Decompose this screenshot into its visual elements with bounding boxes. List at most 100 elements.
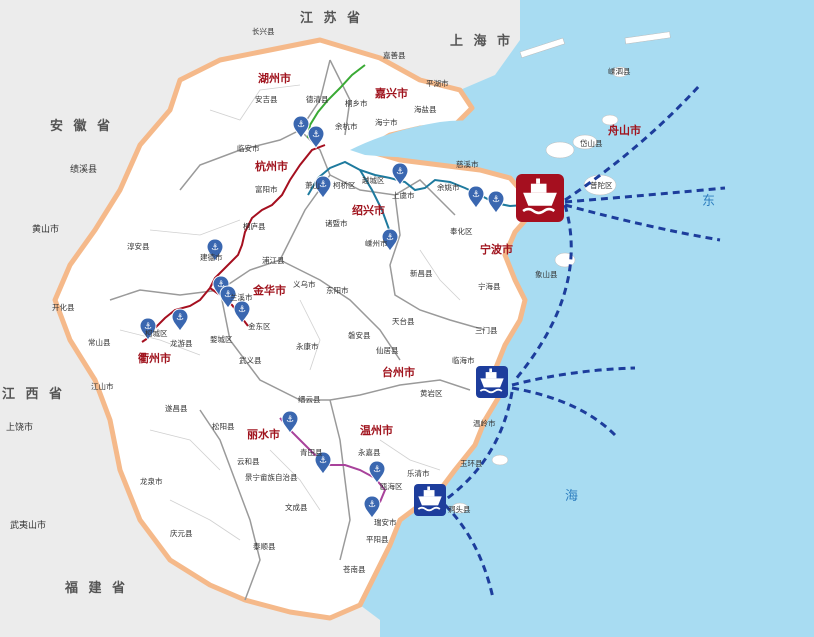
svg-text:龙泉市: 龙泉市 bbox=[140, 476, 163, 486]
svg-text:慈溪市: 慈溪市 bbox=[456, 159, 479, 169]
label-anhui: 安 徽 省 bbox=[50, 118, 113, 134]
svg-text:常山县: 常山县 bbox=[88, 337, 111, 347]
svg-text:绩溪县: 绩溪县 bbox=[70, 163, 97, 175]
svg-text:余杭市: 余杭市 bbox=[335, 121, 358, 131]
svg-text:龙游县: 龙游县 bbox=[170, 338, 193, 348]
svg-text:仙居县: 仙居县 bbox=[376, 345, 399, 355]
county-labels: 长兴县 安吉县 德清县 嘉善县 平湖市 桐乡市 海宁市 海盐县 余杭市 临安市 … bbox=[52, 26, 631, 574]
svg-text:桐乡市: 桐乡市 bbox=[345, 98, 368, 108]
svg-text:黄岩区: 黄岩区 bbox=[420, 388, 443, 398]
svg-text:文成县: 文成县 bbox=[285, 502, 308, 512]
svg-text:上饶市: 上饶市 bbox=[6, 421, 33, 433]
svg-text:洞头县: 洞头县 bbox=[448, 504, 471, 514]
svg-text:兰溪市: 兰溪市 bbox=[230, 292, 253, 302]
svg-text:武夷山市: 武夷山市 bbox=[10, 519, 46, 531]
svg-text:遂昌县: 遂昌县 bbox=[165, 403, 188, 413]
label-fujian: 福 建 省 bbox=[64, 580, 128, 596]
svg-text:平湖市: 平湖市 bbox=[426, 78, 449, 88]
svg-text:浦江县: 浦江县 bbox=[262, 255, 285, 265]
svg-text:开化县: 开化县 bbox=[52, 302, 75, 312]
svg-text:奉化区: 奉化区 bbox=[450, 226, 473, 236]
svg-text:瓯海区: 瓯海区 bbox=[380, 481, 403, 491]
svg-text:象山县: 象山县 bbox=[535, 269, 558, 279]
svg-text:金华市: 金华市 bbox=[252, 283, 286, 297]
label-shanghai: 上 海 市 bbox=[450, 33, 513, 49]
taizhou-port-icon bbox=[476, 366, 508, 398]
svg-text:淳安县: 淳安县 bbox=[127, 241, 150, 251]
svg-text:义乌市: 义乌市 bbox=[293, 279, 316, 289]
route-purple bbox=[279, 417, 387, 511]
svg-text:松阳县: 松阳县 bbox=[212, 421, 235, 431]
prefecture-boundaries bbox=[109, 59, 486, 601]
wenzhou-port-icon bbox=[414, 484, 446, 516]
svg-text:缙云县: 缙云县 bbox=[298, 394, 321, 404]
svg-text:长兴县: 长兴县 bbox=[252, 26, 275, 36]
svg-text:景宁畲族自治县: 景宁畲族自治县 bbox=[245, 472, 298, 482]
svg-text:诸暨市: 诸暨市 bbox=[325, 218, 348, 228]
svg-text:临安市: 临安市 bbox=[237, 143, 260, 153]
svg-text:云和县: 云和县 bbox=[237, 457, 260, 466]
svg-text:建德市: 建德市 bbox=[200, 252, 223, 262]
svg-text:普陀区: 普陀区 bbox=[590, 180, 613, 190]
svg-text:台州市: 台州市 bbox=[382, 365, 415, 379]
svg-text:泰顺县: 泰顺县 bbox=[253, 541, 276, 551]
svg-text:庆元县: 庆元县 bbox=[170, 528, 193, 538]
svg-text:临海市: 临海市 bbox=[452, 355, 475, 365]
svg-text:三门县: 三门县 bbox=[475, 326, 498, 335]
sea-label-dong: 东 bbox=[702, 194, 715, 209]
svg-text:湖州市: 湖州市 bbox=[258, 71, 291, 85]
ningbo-zhoushan-port-icon bbox=[516, 174, 564, 222]
svg-text:嵊泗县: 嵊泗县 bbox=[608, 66, 631, 76]
svg-text:岱山县: 岱山县 bbox=[580, 138, 603, 148]
hangzhou-bay bbox=[350, 120, 505, 158]
county-boundaries bbox=[119, 84, 461, 541]
svg-text:平阳县: 平阳县 bbox=[366, 535, 389, 544]
svg-text:天台县: 天台县 bbox=[392, 316, 415, 326]
svg-text:余姚市: 余姚市 bbox=[437, 182, 460, 192]
svg-text:越城区: 越城区 bbox=[362, 175, 385, 185]
svg-text:安吉县: 安吉县 bbox=[255, 94, 278, 104]
svg-text:柯城区: 柯城区 bbox=[145, 328, 168, 338]
svg-text:嘉善县: 嘉善县 bbox=[383, 50, 406, 60]
shipping-lanes bbox=[443, 83, 726, 599]
svg-text:杭州市: 杭州市 bbox=[255, 159, 288, 173]
svg-text:青田县: 青田县 bbox=[300, 447, 323, 457]
svg-text:萧山: 萧山 bbox=[305, 180, 320, 190]
svg-text:苍南县: 苍南县 bbox=[343, 564, 366, 574]
svg-text:东阳市: 东阳市 bbox=[326, 285, 349, 295]
svg-text:江山市: 江山市 bbox=[91, 381, 114, 391]
svg-text:宁海县: 宁海县 bbox=[478, 281, 501, 291]
svg-text:嘉兴市: 嘉兴市 bbox=[374, 86, 408, 100]
svg-text:衢州市: 衢州市 bbox=[138, 351, 171, 365]
svg-text:温岭市: 温岭市 bbox=[473, 418, 496, 428]
svg-text:海宁市: 海宁市 bbox=[375, 117, 398, 127]
sea-label-hai: 海 bbox=[565, 489, 578, 504]
svg-text:嵊州市: 嵊州市 bbox=[365, 238, 388, 248]
svg-text:上虞市: 上虞市 bbox=[392, 190, 415, 200]
svg-text:绍兴市: 绍兴市 bbox=[352, 203, 385, 217]
neighbor-land bbox=[0, 0, 520, 637]
svg-text:新昌县: 新昌县 bbox=[410, 268, 433, 278]
svg-text:温州市: 温州市 bbox=[360, 423, 393, 437]
label-jiangsu: 江 苏 省 bbox=[300, 10, 363, 26]
svg-text:永康市: 永康市 bbox=[296, 341, 319, 351]
svg-text:德清县: 德清县 bbox=[306, 94, 329, 104]
route-green bbox=[307, 64, 366, 139]
svg-text:柯桥区: 柯桥区 bbox=[333, 180, 356, 190]
label-jiangxi: 江 西 省 bbox=[2, 386, 65, 402]
route-red-north bbox=[141, 144, 326, 343]
svg-text:宁波市: 宁波市 bbox=[480, 242, 513, 256]
svg-text:永嘉县: 永嘉县 bbox=[358, 447, 381, 457]
svg-text:黄山市: 黄山市 bbox=[32, 223, 59, 235]
svg-text:丽水市: 丽水市 bbox=[247, 427, 280, 441]
svg-text:乐清市: 乐清市 bbox=[407, 468, 430, 478]
outside-places: 绩溪县 黄山市 上饶市 武夷山市 bbox=[6, 163, 97, 531]
svg-text:武义县: 武义县 bbox=[239, 355, 262, 365]
svg-text:磐安县: 磐安县 bbox=[348, 330, 371, 340]
svg-text:桐庐县: 桐庐县 bbox=[243, 221, 266, 231]
svg-text:婺城区: 婺城区 bbox=[210, 334, 233, 344]
svg-text:海盐县: 海盐县 bbox=[414, 104, 437, 114]
svg-text:玉环县: 玉环县 bbox=[460, 459, 483, 468]
city-labels: 湖州市 嘉兴市 杭州市 绍兴市 宁波市 舟山市 金华市 衢州市 台州市 丽水市 … bbox=[138, 71, 641, 441]
